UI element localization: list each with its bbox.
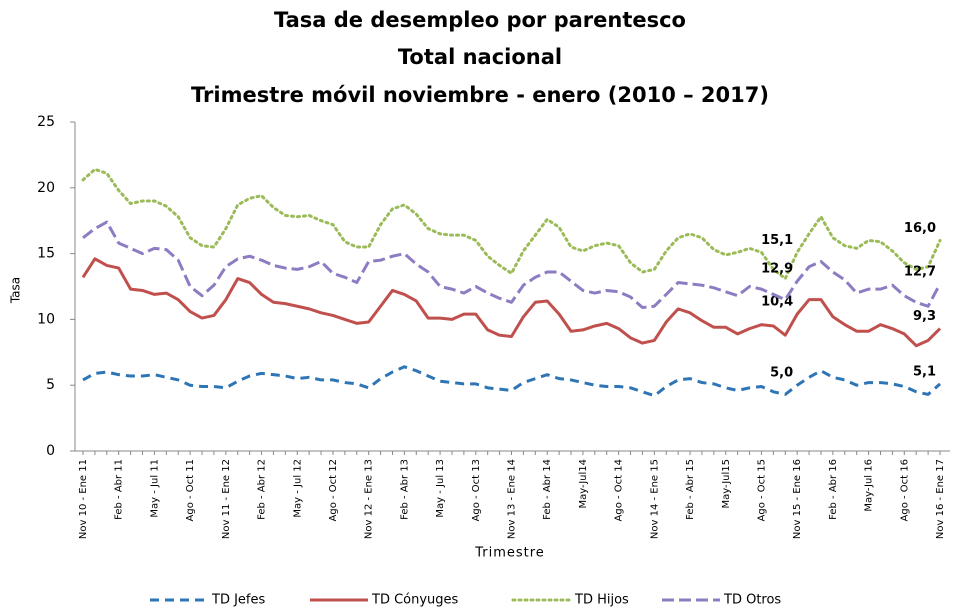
x-tick-label: May-Jul15 [721, 459, 732, 508]
y-tick-label: 0 [46, 443, 55, 459]
legend-label: TD Cónyuges [371, 593, 459, 608]
x-tick-label: Feb - Abr 16 [828, 459, 839, 520]
x-tick-label: Nov 14 - Ene 15 [649, 459, 660, 539]
data-label: 15,1 [761, 233, 793, 248]
series-line [81, 257, 942, 348]
x-tick-label: Nov 13 - Ene 14 [507, 459, 518, 539]
x-tick-label: Feb - Abr 12 [257, 459, 268, 520]
data-label: 16,0 [904, 221, 936, 236]
x-tick-label: Ago - Oct 13 [471, 459, 482, 521]
data-label: 5,1 [913, 364, 936, 379]
chart-title: Total nacional [398, 45, 562, 69]
x-tick-label: May - Jul 13 [435, 459, 446, 518]
y-tick-label: 5 [46, 377, 55, 393]
x-tick-label: Ago - Oct 14 [614, 459, 625, 521]
data-label: 9,3 [913, 309, 936, 324]
y-tick-label: 25 [37, 114, 55, 130]
data-label: 12,7 [904, 264, 936, 279]
x-tick-label: Ago - Oct 16 [899, 459, 910, 521]
chart-title: Trimestre móvil noviembre - enero (2010 … [191, 83, 769, 107]
x-tick-label: Feb - Abr 14 [542, 459, 553, 520]
x-tick-label: Ago - Oct 11 [185, 459, 196, 521]
x-tick-label: May-Jul14 [578, 459, 589, 508]
x-tick-label: Feb - Abr 13 [399, 459, 410, 520]
chart-title: Tasa de desempleo por parentesco [274, 8, 686, 32]
x-tick-label: Nov 12 - Ene 13 [364, 459, 375, 539]
y-tick-label: 10 [37, 311, 55, 327]
data-label: 12,9 [761, 262, 793, 277]
y-tick-label: 20 [37, 180, 55, 196]
x-tick-label: Nov 16 - Ene 17 [935, 459, 946, 539]
y-axis-title: Tasa [9, 277, 23, 304]
legend-label: TD Otros [723, 593, 781, 608]
x-tick-label: Feb - Abr 11 [114, 459, 125, 520]
x-tick-label: May-Jul 16 [864, 459, 875, 512]
series-line [81, 167, 942, 281]
y-tick-label: 15 [37, 246, 55, 262]
x-tick-label: May - Jul 12 [292, 459, 303, 518]
legend-label: TD Hijos [574, 593, 629, 608]
x-tick-label: Nov 10 - Ene 11 [78, 459, 89, 539]
x-tick-label: Nov 15 - Ene 16 [792, 459, 803, 539]
x-tick-label: Ago - Oct 12 [328, 459, 339, 521]
x-tick-label: May - Jul 11 [149, 459, 160, 518]
series-line [82, 365, 941, 398]
x-tick-label: Ago - Oct 15 [756, 459, 767, 521]
x-tick-label: Feb - Abr 15 [685, 459, 696, 520]
legend-label: TD Jefes [211, 593, 265, 608]
x-axis-title: Trimestre [474, 546, 545, 561]
series-line [82, 220, 942, 310]
data-label: 5,0 [770, 366, 793, 381]
x-tick-label: Nov 11 - Ene 12 [221, 459, 232, 539]
data-label: 10,4 [761, 295, 793, 310]
